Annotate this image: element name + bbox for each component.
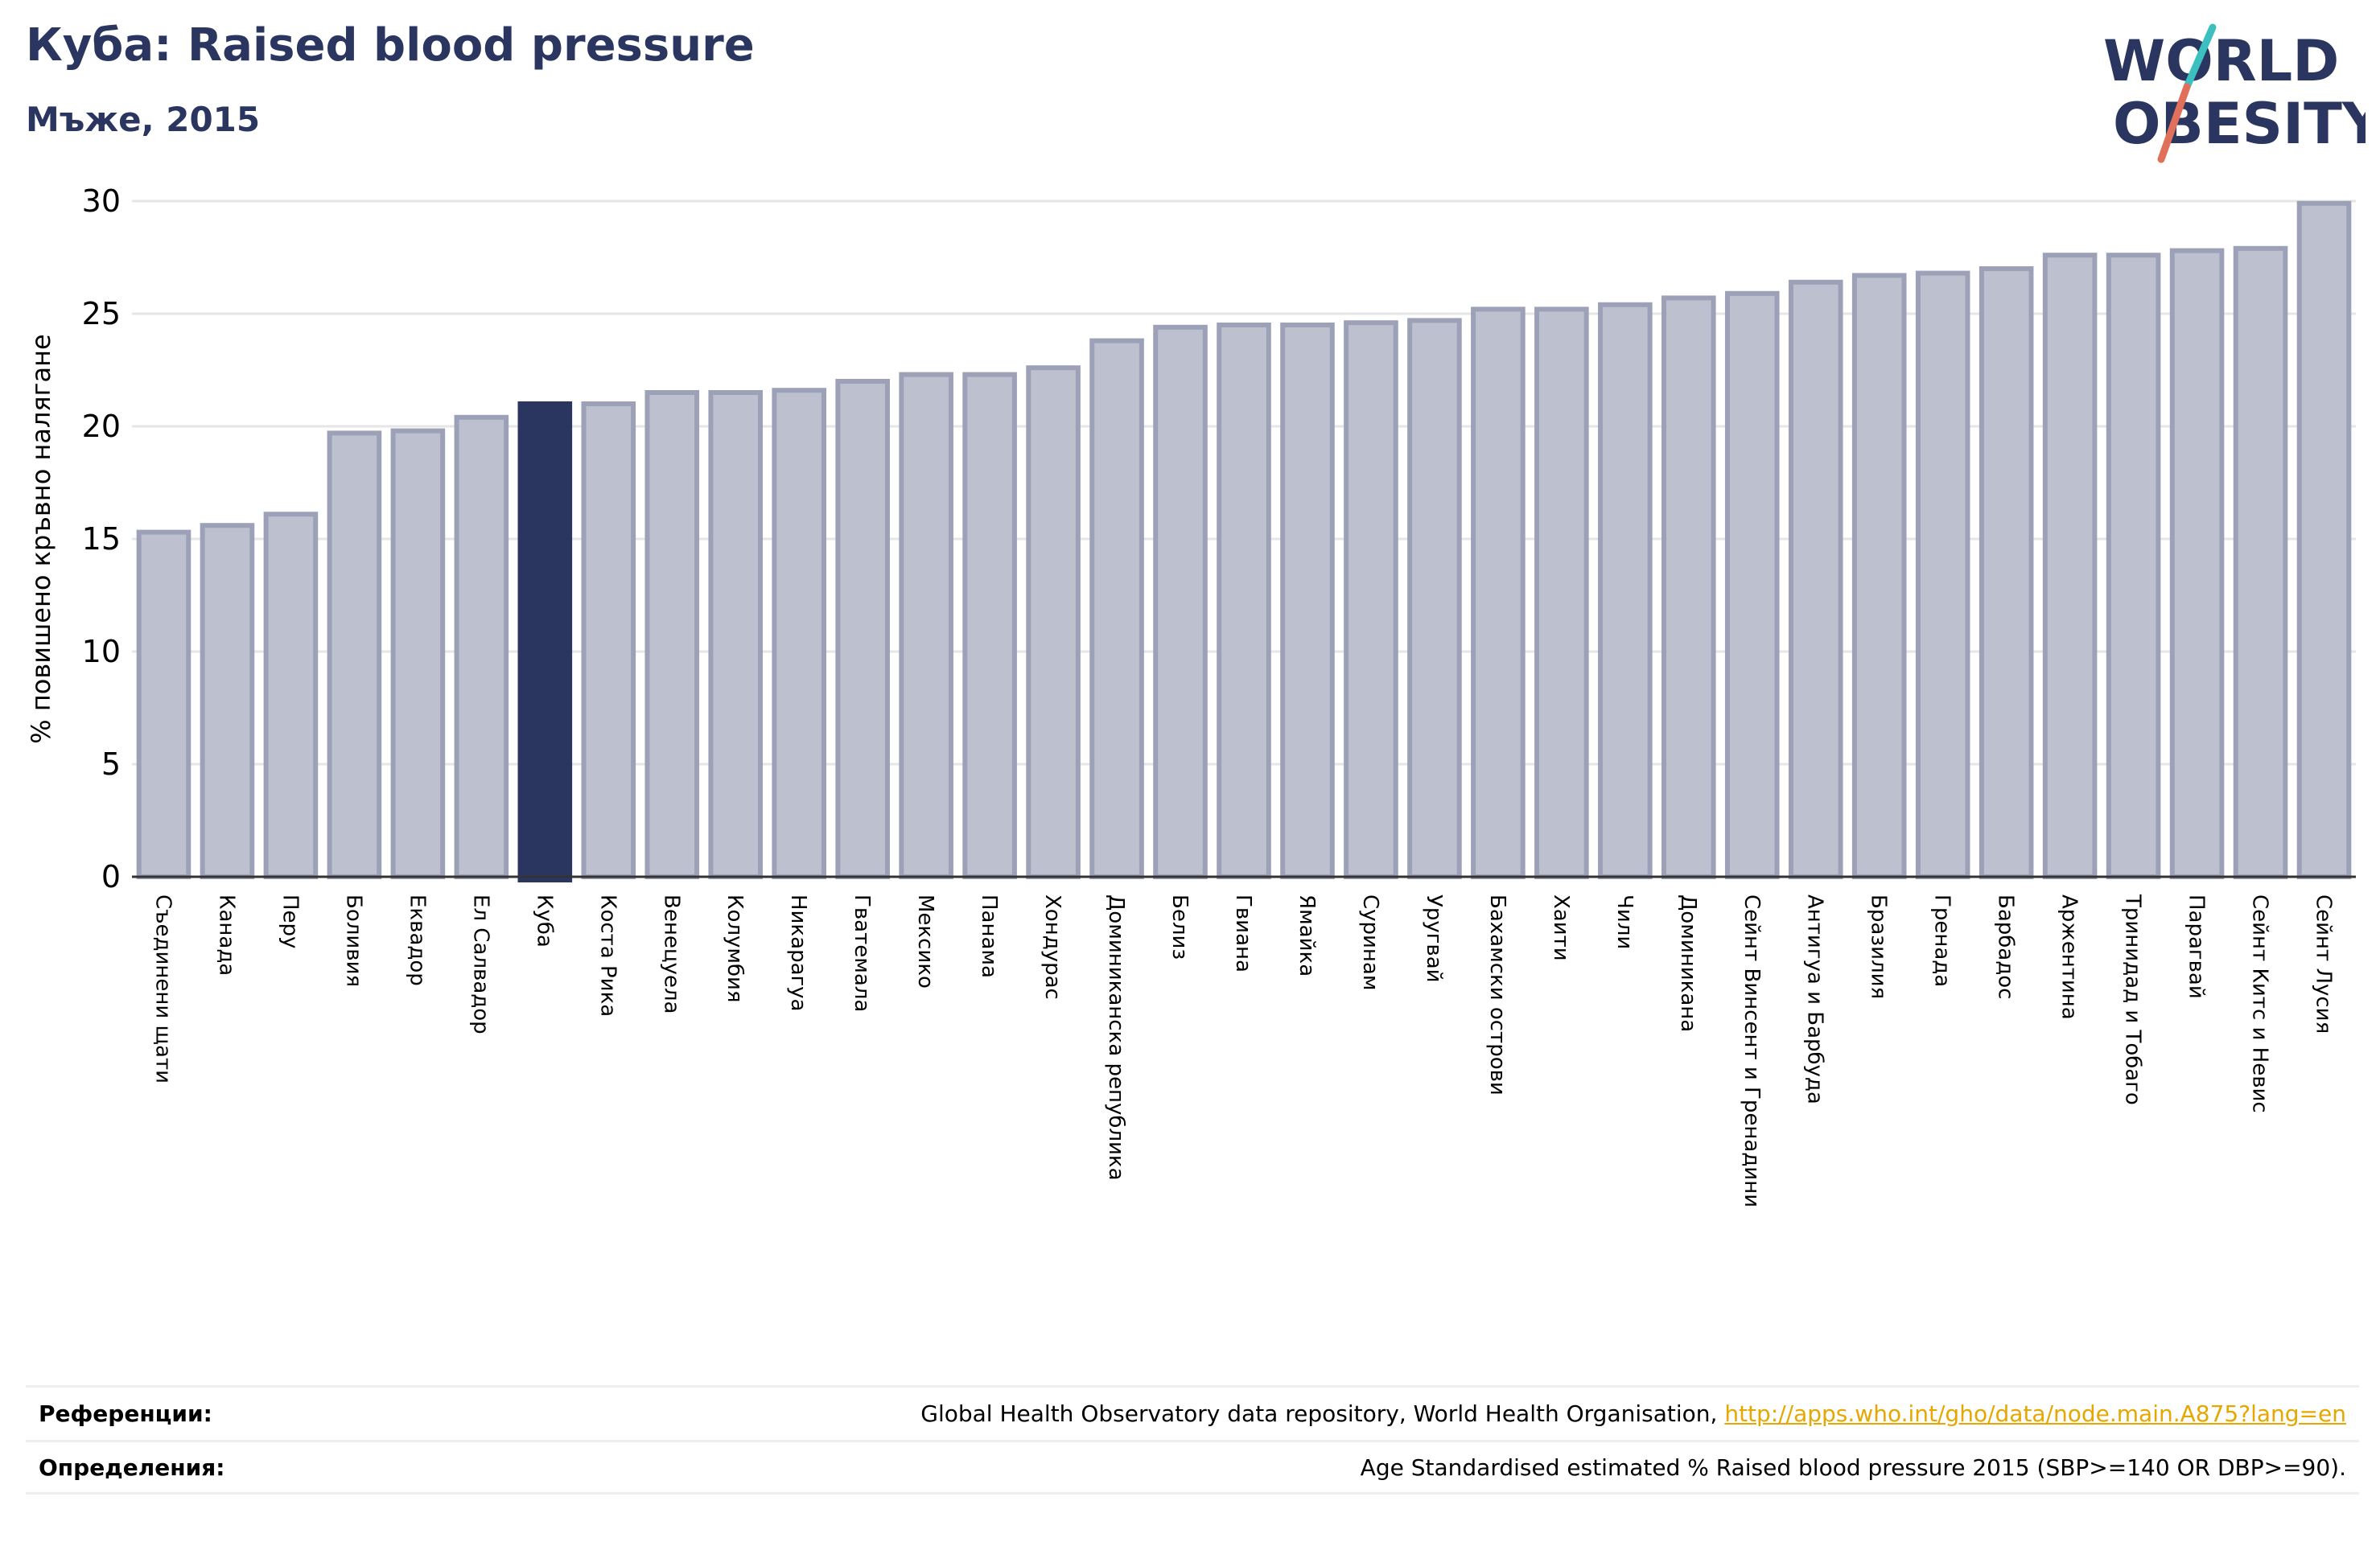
logo-slash-teal bbox=[2183, 23, 2217, 91]
definitions-row: Определения: Age Standardised estimated … bbox=[26, 1440, 2359, 1495]
x-tick-label: Белиз bbox=[1167, 894, 1192, 960]
x-tick-label: Перу bbox=[278, 894, 302, 948]
x-tick-label: Гренада bbox=[1930, 894, 1954, 987]
references-label: Референции: bbox=[39, 1400, 212, 1427]
bar-25 bbox=[1724, 290, 1780, 879]
bar-3 bbox=[327, 430, 382, 879]
x-tick-label: Мексико bbox=[913, 894, 937, 989]
x-tick-label: Бахамски острови bbox=[1485, 894, 1509, 1096]
logo-word-obesity: OBESITY bbox=[2113, 91, 2366, 157]
bar-14 bbox=[1026, 365, 1081, 879]
x-tick-label: Парагвай bbox=[2184, 894, 2209, 999]
world-obesity-logo: WORLD OBESITY bbox=[2103, 23, 2366, 163]
bar-32 bbox=[2169, 248, 2225, 880]
x-tick-label: Гвиана bbox=[1231, 894, 1255, 972]
x-tick-label: Антигуа и Барбуда bbox=[1803, 894, 1827, 1104]
bar-30 bbox=[2042, 253, 2098, 879]
x-tick-label: Хондурас bbox=[1040, 894, 1064, 1000]
x-tick-label: Хаити bbox=[1549, 894, 1573, 961]
bar-33 bbox=[2233, 245, 2288, 879]
bar-16 bbox=[1153, 324, 1208, 879]
y-tick-label: 25 bbox=[82, 296, 121, 331]
bar-22 bbox=[1534, 306, 1589, 879]
x-tick-label: Ел Салвадор bbox=[468, 894, 492, 1034]
bar-9 bbox=[708, 390, 764, 879]
bar-13 bbox=[962, 372, 1017, 880]
bar-10 bbox=[772, 388, 826, 879]
bar-29 bbox=[1979, 266, 2034, 879]
bar-18 bbox=[1280, 323, 1335, 879]
bar-21 bbox=[1471, 306, 1526, 879]
bar-5 bbox=[454, 414, 509, 879]
x-tick-label: Ямайка bbox=[1295, 894, 1319, 977]
bar-34 bbox=[2296, 200, 2352, 880]
x-tick-label: Аржентина bbox=[2057, 894, 2081, 1020]
bar-7 bbox=[581, 401, 636, 879]
references-row: Референции: Global Health Observatory da… bbox=[26, 1385, 2359, 1440]
bar-20 bbox=[1407, 318, 1462, 879]
bar-26 bbox=[1788, 279, 1843, 879]
chart-subtitle: Мъже, 2015 bbox=[26, 100, 261, 139]
x-tick-label: Гватемала bbox=[850, 894, 874, 1012]
references-link[interactable]: http://apps.who.int/gho/data/node.main.A… bbox=[1724, 1400, 2346, 1427]
y-tick-label: 15 bbox=[82, 521, 121, 557]
x-tick-label: Колумбия bbox=[723, 894, 747, 1003]
x-tick-label: Доминикана bbox=[1676, 894, 1700, 1032]
bar-1 bbox=[200, 523, 255, 879]
bars bbox=[136, 200, 2352, 882]
bar-28 bbox=[1915, 270, 1970, 880]
y-tick-label: 20 bbox=[82, 409, 121, 444]
logo-slash-coral bbox=[2157, 83, 2191, 163]
x-tick-label: Тринидад и Тобаго bbox=[2121, 894, 2145, 1105]
x-tick-label: Бразилия bbox=[1867, 894, 1891, 999]
x-tick-label: Уругвай bbox=[1422, 894, 1446, 983]
x-tick-label: Канада bbox=[214, 894, 238, 976]
definitions-label: Определения: bbox=[39, 1454, 225, 1481]
x-tick-label: Суринам bbox=[1358, 894, 1382, 991]
references-source: Global Health Observatory data repositor… bbox=[920, 1400, 1718, 1427]
bar-31 bbox=[2106, 253, 2161, 879]
x-tick-label: Никарагуа bbox=[786, 894, 810, 1012]
bar-24 bbox=[1661, 295, 1716, 879]
x-tick-label: Сейнт Лусия bbox=[2312, 894, 2336, 1034]
x-tick-label: Доминиканска република bbox=[1104, 894, 1128, 1181]
y-axis-label: % повишено кръвно налягане bbox=[26, 334, 56, 743]
bar-15 bbox=[1089, 338, 1144, 880]
references-text: Global Health Observatory data repositor… bbox=[920, 1400, 2359, 1427]
x-tick-label: Коста Рика bbox=[595, 894, 620, 1017]
bar-6 bbox=[517, 401, 573, 882]
bar-8 bbox=[644, 390, 700, 879]
x-tick-label: Сейнт Винсент и Гренадини bbox=[1740, 894, 1764, 1207]
y-axis: 0 5 10 15 20 25 30 bbox=[82, 183, 121, 894]
x-axis-labels: Съединени щати Канада Перу Боливия Еквадор Ел… bbox=[150, 894, 2335, 1207]
definitions-text: Age Standardised estimated % Raised bloo… bbox=[1360, 1454, 2346, 1481]
bar-4 bbox=[390, 428, 446, 879]
x-tick-label: Сейнт Китс и Невис bbox=[2248, 894, 2272, 1113]
y-tick-label: 30 bbox=[82, 183, 121, 219]
x-tick-label: Съединени щати bbox=[150, 894, 175, 1084]
y-tick-label: 10 bbox=[82, 634, 121, 669]
logo-word-world: WORLD bbox=[2103, 28, 2339, 94]
bar-17 bbox=[1217, 323, 1271, 879]
bar-23 bbox=[1598, 302, 1653, 879]
chart-title: Куба: Raised blood pressure bbox=[26, 19, 755, 72]
x-tick-label: Боливия bbox=[341, 894, 365, 987]
x-tick-label: Панама bbox=[977, 894, 1001, 978]
x-tick-label: Куба bbox=[532, 894, 556, 948]
x-tick-label: Чили bbox=[1612, 894, 1637, 949]
bar-11 bbox=[835, 379, 890, 879]
bar-0 bbox=[136, 529, 191, 879]
y-tick-label: 5 bbox=[101, 746, 121, 782]
y-tick-label: 0 bbox=[101, 859, 121, 894]
bar-19 bbox=[1344, 320, 1398, 879]
bar-2 bbox=[263, 512, 319, 879]
bar-27 bbox=[1851, 273, 1907, 879]
bar-12 bbox=[899, 372, 953, 880]
x-tick-label: Еквадор bbox=[405, 894, 429, 986]
x-tick-label: Барбадос bbox=[1994, 894, 2018, 999]
x-tick-label: Венецуела bbox=[659, 894, 683, 1014]
